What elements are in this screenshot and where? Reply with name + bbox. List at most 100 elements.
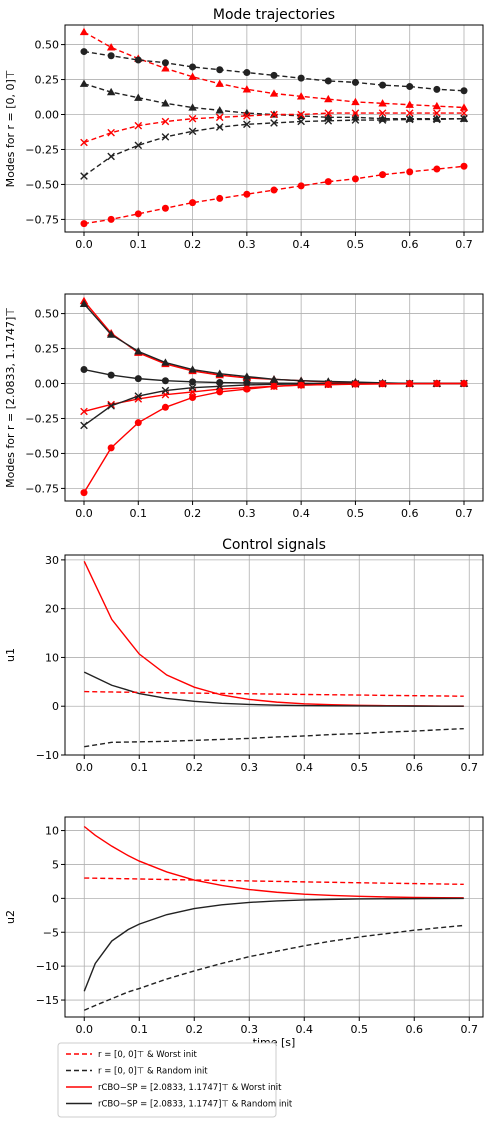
data-point [351, 380, 359, 388]
data-point [161, 64, 170, 72]
data-point [216, 194, 224, 202]
data-point [106, 87, 116, 96]
data-point [406, 168, 414, 176]
chart-panel-3: 0.0 0.1 0.2 0.3 0.4 0.5 0.6 0.7 −10 0 10 20 30 Contro… [4, 537, 484, 774]
y-tick-label: 10 [45, 825, 59, 838]
series-line-2 [83, 50, 465, 92]
data-point [161, 59, 169, 67]
grid-lines [65, 555, 483, 756]
data-point [161, 133, 170, 141]
data-point [215, 106, 224, 114]
y-axis-label: u2 [4, 910, 17, 924]
y-tick-label: 10 [45, 651, 59, 664]
data-point [270, 382, 278, 390]
y-tick-label: −0.75 [25, 213, 59, 226]
data-point [189, 394, 197, 401]
grid-lines [65, 294, 483, 501]
x-tick-label: 0.3 [241, 761, 259, 774]
series-line-2 [84, 877, 464, 886]
data-point [80, 220, 88, 228]
plot-frame [64, 816, 484, 1018]
x-tick-label: 0.5 [347, 238, 365, 251]
data-point [134, 375, 142, 383]
data-point [324, 380, 332, 388]
y-tick-label: 5 [52, 858, 59, 871]
y-tick-label: −10 [36, 960, 59, 973]
data-point [459, 103, 469, 111]
data-point [107, 128, 115, 137]
data-point [379, 81, 387, 89]
data-point [324, 77, 332, 85]
x-tick-label: 0.2 [186, 1023, 204, 1036]
data-point [216, 388, 224, 396]
x-tick-label: 0.0 [75, 507, 93, 520]
data-point [80, 407, 88, 416]
data-point [79, 79, 89, 87]
x-tick-label: 0.0 [75, 238, 93, 251]
y-tick-label: 0.25 [35, 74, 60, 87]
data-point [351, 116, 360, 124]
data-point [351, 97, 360, 106]
data-point [296, 92, 306, 100]
data-point [134, 347, 143, 355]
data-point [188, 72, 197, 80]
data-point [378, 109, 387, 117]
x-tick-label: 0.4 [292, 507, 310, 520]
data-point [405, 109, 414, 117]
data-point [161, 377, 169, 385]
data-point [107, 215, 115, 223]
x-tick-label: 0.1 [131, 761, 149, 774]
plot-frame [64, 293, 484, 502]
data-point [460, 109, 468, 117]
x-tick-label: 0.4 [296, 761, 314, 774]
data-point [460, 380, 468, 388]
data-point [270, 186, 278, 194]
x-tick-label: 0.1 [130, 507, 148, 520]
x-tick-label: 0.0 [76, 761, 94, 774]
y-tick-label: −0.75 [25, 482, 59, 495]
x-tick-label: 0.3 [238, 238, 256, 251]
x-tick-label: 0.0 [76, 1023, 94, 1036]
data-point [378, 99, 387, 107]
data-point [107, 52, 115, 60]
x-tick-label: 0.2 [186, 761, 204, 774]
data-point [405, 100, 414, 108]
x-tick-label: 0.6 [401, 507, 419, 520]
x-tick-label: 0.5 [351, 1023, 369, 1036]
data-point [460, 87, 468, 95]
x-tick-label: 0.4 [292, 238, 310, 251]
x-tick-label: 0.7 [455, 238, 473, 251]
data-point [107, 444, 115, 452]
data-point [161, 117, 170, 126]
y-tick-label: −5 [43, 926, 59, 939]
data-point [433, 165, 441, 173]
data-point [270, 119, 278, 127]
data-point [134, 392, 143, 400]
y-tick-label: 30 [45, 554, 59, 567]
data-point [215, 382, 224, 391]
data-point [270, 71, 278, 79]
series-line-6 [83, 382, 464, 493]
data-point [80, 138, 88, 147]
data-point [134, 210, 142, 218]
data-point [106, 330, 116, 338]
y-axis-label: u1 [4, 648, 17, 662]
series-line-4 [83, 924, 464, 1011]
data-point [297, 182, 305, 190]
grid-lines [65, 25, 483, 232]
data-point [243, 69, 251, 77]
y-tick-label: 0 [52, 700, 59, 713]
data-point [188, 103, 197, 111]
data-point [188, 383, 197, 392]
plot-frame [64, 554, 484, 756]
x-tick-label: 0.6 [406, 1023, 424, 1036]
data-point [215, 113, 224, 122]
x-tick-label: 0.3 [238, 507, 256, 520]
data-point [216, 66, 224, 74]
data-point [433, 380, 441, 388]
data-point [433, 85, 441, 93]
y-tick-label: 0.50 [35, 308, 60, 321]
x-tick-label: 0.7 [455, 507, 473, 520]
data-point [379, 380, 387, 388]
y-tick-label: 0.00 [35, 109, 60, 122]
